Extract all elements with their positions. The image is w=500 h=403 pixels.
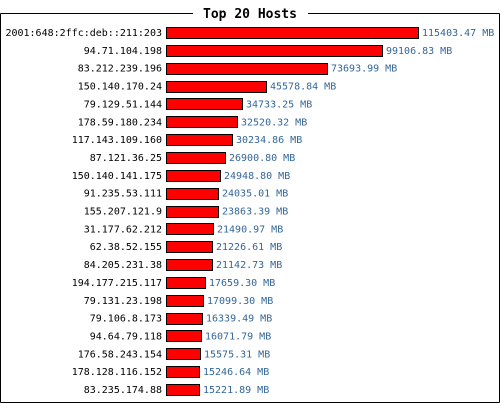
host-bar [166, 277, 206, 289]
value-label: 32520.32 MB [241, 117, 307, 128]
host-bar [166, 313, 203, 325]
host-label: 150.140.141.175 [72, 171, 162, 182]
host-bar [166, 206, 219, 218]
host-label: 83.212.239.196 [78, 64, 162, 75]
value-label: 73693.99 MB [331, 64, 397, 75]
host-label: 79.106.8.173 [90, 314, 162, 325]
host-bar [166, 63, 328, 75]
value-label: 115403.47 MB [422, 28, 494, 39]
host-bar [166, 223, 214, 235]
host-label: 84.205.231.38 [84, 260, 162, 271]
host-label: 79.131.23.198 [84, 296, 162, 307]
host-label: 91.235.53.111 [84, 189, 162, 200]
value-label: 15221.89 MB [203, 385, 269, 396]
value-label: 26900.80 MB [229, 153, 295, 164]
value-label: 16071.79 MB [205, 331, 271, 342]
host-label: 117.143.109.160 [72, 135, 162, 146]
value-label: 23863.39 MB [222, 207, 288, 218]
host-label: 79.129.51.144 [84, 99, 162, 110]
host-bar [166, 27, 419, 39]
host-bar [166, 330, 202, 342]
value-label: 15246.64 MB [203, 367, 269, 378]
host-bar [166, 384, 200, 396]
host-bar [166, 348, 201, 360]
host-bar [166, 45, 383, 57]
value-label: 34733.25 MB [246, 99, 312, 110]
value-label: 21490.97 MB [217, 224, 283, 235]
value-label: 24948.80 MB [224, 171, 290, 182]
host-bar [166, 241, 213, 253]
host-label: 178.128.116.152 [72, 367, 162, 378]
value-label: 45578.84 MB [270, 82, 336, 93]
host-label: 31.177.62.212 [84, 224, 162, 235]
value-label: 15575.31 MB [204, 349, 270, 360]
host-bar [166, 134, 233, 146]
value-label: 21142.73 MB [216, 260, 282, 271]
host-bar [166, 259, 213, 271]
value-label: 24035.01 MB [222, 189, 288, 200]
host-bar [166, 81, 267, 93]
host-label: 194.177.215.117 [72, 278, 162, 289]
bars-layer: 2001:648:2ffc:deb::211:203 115403.47 MB94… [5, 27, 494, 396]
host-label: 94.64.79.118 [90, 331, 162, 342]
host-bar [166, 152, 226, 164]
value-label: 99106.83 MB [386, 46, 452, 57]
host-label: 176.58.243.154 [78, 349, 162, 360]
value-label: 16339.49 MB [206, 314, 272, 325]
host-bar [166, 98, 243, 110]
host-label: 83.235.174.88 [84, 385, 162, 396]
host-label: 94.71.104.198 [84, 46, 162, 57]
host-bar [166, 295, 204, 307]
host-bar [166, 188, 219, 200]
host-label: 2001:648:2ffc:deb::211:203 [5, 28, 162, 39]
host-label: 178.59.180.234 [78, 117, 162, 128]
host-label: 62.38.52.155 [90, 242, 162, 253]
value-label: 30234.86 MB [236, 135, 302, 146]
value-label: 17099.30 MB [207, 296, 273, 307]
host-bar [166, 170, 221, 182]
host-label: 155.207.121.9 [84, 207, 162, 218]
host-label: 150.140.170.24 [78, 82, 162, 93]
value-label: 21226.61 MB [216, 242, 282, 253]
host-bar [166, 366, 200, 378]
host-label: 87.121.36.25 [90, 153, 162, 164]
host-bar [166, 116, 238, 128]
chart-title: Top 20 Hosts [203, 7, 297, 22]
value-label: 17659.30 MB [209, 278, 275, 289]
